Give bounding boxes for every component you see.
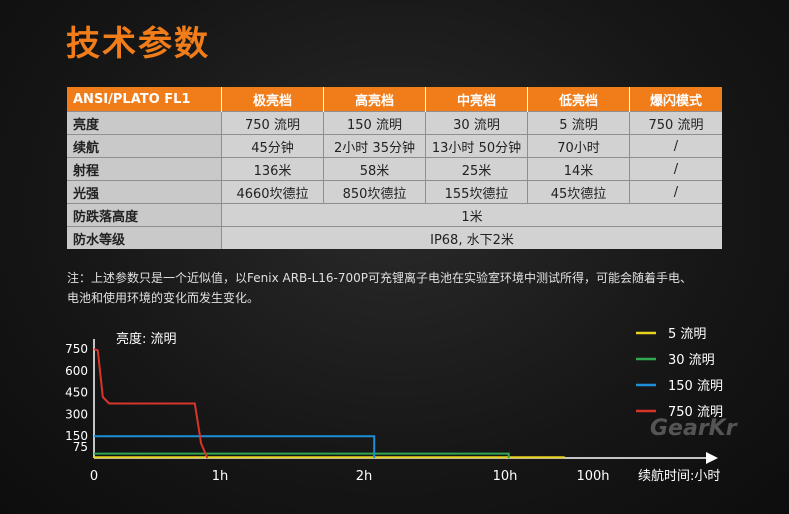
y-tick-label: 75 (73, 440, 88, 454)
series-line (94, 456, 565, 459)
table-cell: 2小时 35分钟 (323, 134, 426, 158)
table-cell: 58米 (323, 157, 426, 181)
table-cell: 150 流明 (323, 111, 426, 135)
legend-label: 750 流明 (668, 405, 723, 420)
table-cell: 30 流明 (425, 111, 528, 135)
x-tick-label: 0 (90, 469, 98, 484)
x-axis-arrow (706, 452, 718, 464)
y-axis-label: 亮度: 流明 (116, 331, 177, 347)
x-axis-label: 续航时间:小时 (638, 468, 720, 484)
table-cell: / (629, 134, 722, 158)
table-cell: 25米 (425, 157, 528, 181)
header-cell: 极亮档 (221, 87, 324, 112)
page-title: 技术参数 (66, 24, 210, 64)
table-row: 亮度 750 流明 150 流明 30 流明 5 流明 750 流明 (67, 111, 722, 135)
table-cell: 750 流明 (629, 111, 722, 135)
legend-label: 150 流明 (668, 379, 723, 394)
table-cell: 45坎德拉 (527, 180, 630, 204)
table-cell: 70小时 (527, 134, 630, 158)
table-cell: 45分钟 (221, 134, 324, 158)
header-cell: 高亮档 (323, 87, 426, 112)
table-cell: 750 流明 (221, 111, 324, 135)
table-row: 射程 136米 58米 25米 14米 / (67, 157, 722, 181)
table-header-row: ANSI/PLATO FL1 极亮档 高亮档 中亮档 低亮档 爆闪模式 (67, 87, 722, 112)
legend-label: 5 流明 (668, 327, 706, 342)
table-cell: 14米 (527, 157, 630, 181)
footnote-line: 电池和使用环境的变化而发生变化。 (67, 291, 260, 305)
row-label: 防跌落高度 (67, 203, 222, 227)
table-cell: 13小时 50分钟 (425, 134, 528, 158)
row-label: 射程 (67, 157, 222, 181)
table-cell: / (629, 157, 722, 181)
table-cell: 850坎德拉 (323, 180, 426, 204)
y-tick-label: 150 (65, 429, 88, 443)
table-row: 光强 4660坎德拉 850坎德拉 155坎德拉 45坎德拉 / (67, 180, 722, 204)
x-tick-label: 100h (576, 469, 609, 484)
table-row: 防水等级 IP68, 水下2米 (67, 226, 722, 249)
series-line (93, 348, 209, 459)
row-label: 续航 (67, 134, 222, 158)
x-tick-label: 2h (356, 469, 373, 484)
table-cell: 155坎德拉 (425, 180, 528, 204)
spec-table: ANSI/PLATO FL1 极亮档 高亮档 中亮档 低亮档 爆闪模式 亮度 7… (67, 87, 722, 249)
table-cell-merged: 1米 (221, 203, 722, 227)
row-label: 亮度 (67, 111, 222, 135)
table-cell: 136米 (221, 157, 324, 181)
header-cell: 爆闪模式 (629, 87, 722, 112)
table-row: 续航 45分钟 2小时 35分钟 13小时 50分钟 70小时 / (67, 134, 722, 158)
y-tick-label: 600 (65, 364, 88, 378)
table-row: 防跌落高度 1米 (67, 203, 722, 227)
series-line (94, 452, 510, 458)
series-line (94, 435, 376, 458)
watermark: GearKr (650, 416, 737, 441)
y-tick-label: 750 (65, 342, 88, 356)
table-cell: 5 流明 (527, 111, 630, 135)
table-cell: 4660坎德拉 (221, 180, 324, 204)
footnote: 注：上述参数只是一个近似值，以Fenix ARB-L16-700P可充锂离子电池… (67, 268, 727, 308)
footnote-line: 注：上述参数只是一个近似值，以Fenix ARB-L16-700P可充锂离子电池… (67, 271, 693, 285)
header-cell: 中亮档 (425, 87, 528, 112)
header-cell: ANSI/PLATO FL1 (67, 87, 222, 112)
legend-label: 30 流明 (668, 353, 715, 368)
x-tick-label: 10h (493, 469, 518, 484)
row-label: 防水等级 (67, 226, 222, 249)
table-cell-merged: IP68, 水下2米 (221, 226, 722, 249)
table-cell: / (629, 180, 722, 204)
x-tick-label: 1h (212, 469, 229, 484)
row-label: 光强 (67, 180, 222, 204)
header-cell: 低亮档 (527, 87, 630, 112)
y-tick-label: 450 (65, 386, 88, 400)
y-tick-label: 300 (65, 407, 88, 421)
